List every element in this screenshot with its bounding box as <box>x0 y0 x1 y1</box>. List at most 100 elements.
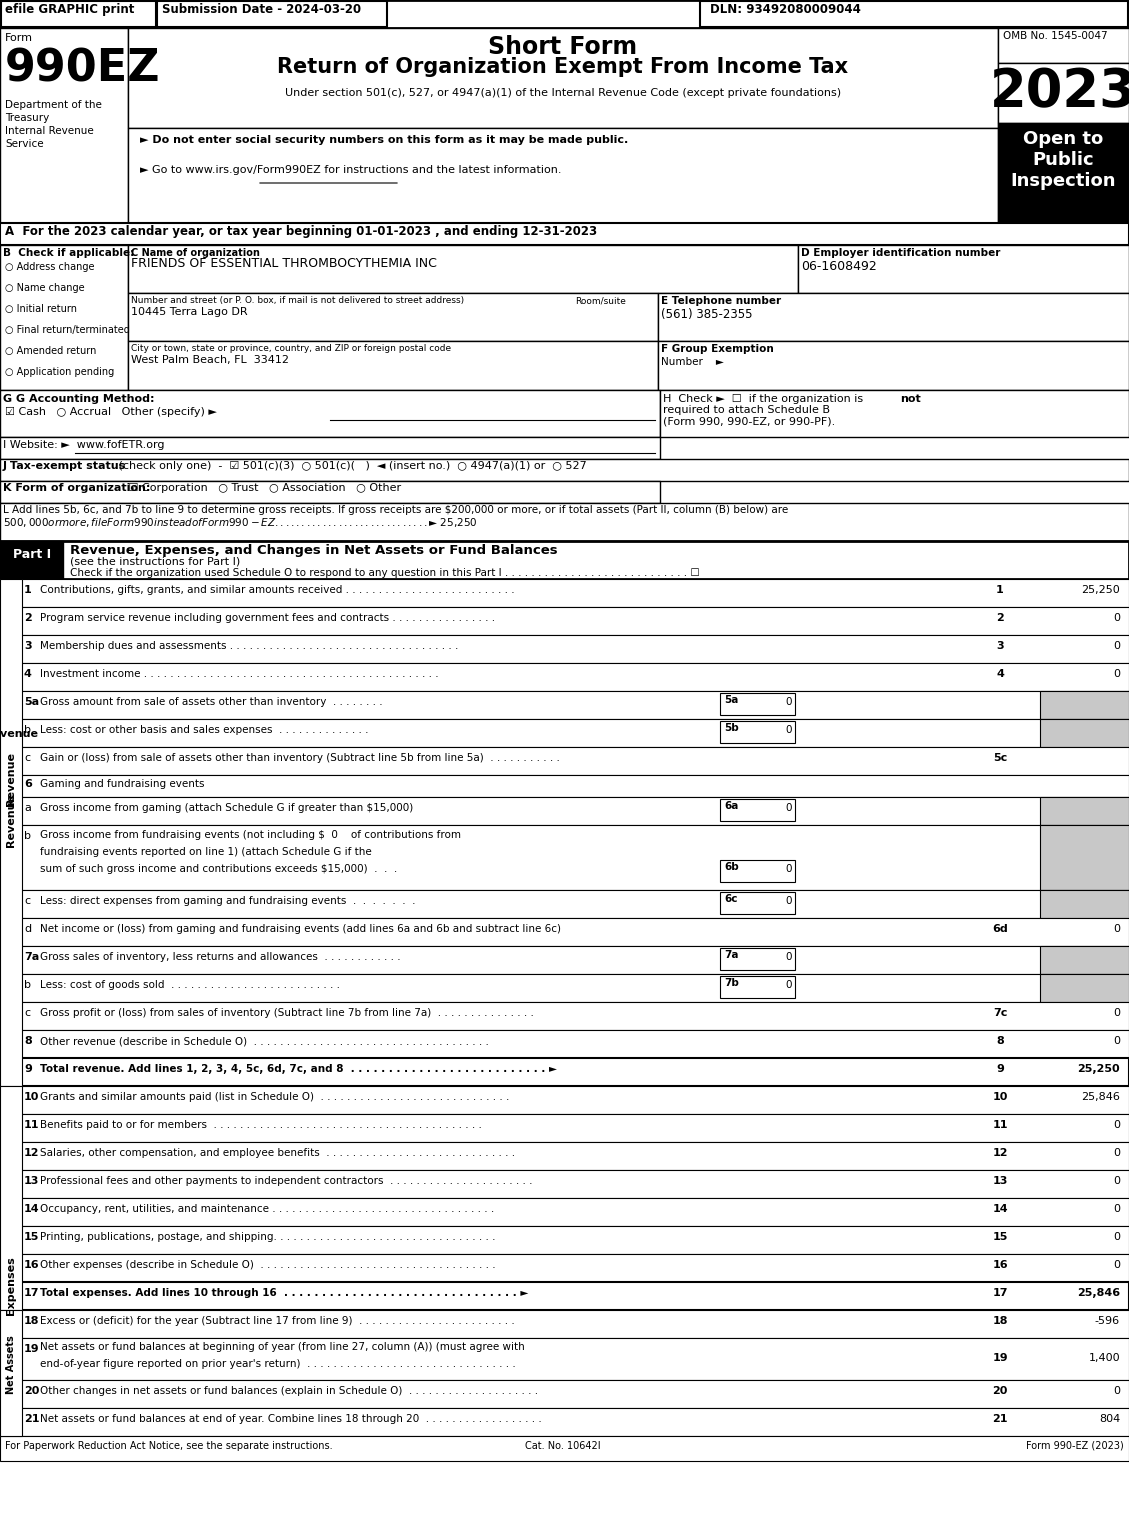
Bar <box>720 892 795 913</box>
Text: 13: 13 <box>24 1176 40 1186</box>
Bar <box>0 1029 1129 1058</box>
Text: Gaming and fundraising events: Gaming and fundraising events <box>40 779 204 788</box>
Text: 11: 11 <box>24 1119 40 1130</box>
Bar <box>0 775 1129 798</box>
Text: 6a: 6a <box>724 801 738 811</box>
Text: FRIENDS OF ESSENTIAL THROMBOCYTHEMIA INC: FRIENDS OF ESSENTIAL THROMBOCYTHEMIA INC <box>131 258 437 270</box>
Bar <box>0 503 1129 541</box>
Bar <box>0 1086 1129 1113</box>
Bar <box>1040 891 1129 918</box>
Text: 0: 0 <box>1113 1232 1120 1241</box>
Text: Under section 501(c), 527, or 4947(a)(1) of the Internal Revenue Code (except pr: Under section 501(c), 527, or 4947(a)(1)… <box>285 88 841 98</box>
Bar <box>0 438 660 459</box>
Text: Gross income from gaming (attach Schedule G if greater than $15,000): Gross income from gaming (attach Schedul… <box>40 804 413 813</box>
Text: 0: 0 <box>1113 640 1120 651</box>
Text: L Add lines 5b, 6c, and 7b to line 9 to determine gross receipts. If gross recei: L Add lines 5b, 6c, and 7b to line 9 to … <box>3 505 788 515</box>
Text: K Form of organization:: K Form of organization: <box>3 483 150 493</box>
Text: 14: 14 <box>992 1205 1008 1214</box>
Text: Gross income from fundraising events (not including $  0    of contributions fro: Gross income from fundraising events (no… <box>40 830 461 840</box>
Text: 2: 2 <box>996 613 1004 624</box>
Text: 10: 10 <box>24 1092 40 1103</box>
Text: 9: 9 <box>996 1064 1004 1074</box>
Text: Net assets or fund balances at end of year. Combine lines 18 through 20  . . . .: Net assets or fund balances at end of ye… <box>40 1414 542 1424</box>
Bar <box>660 390 1129 438</box>
Bar <box>0 891 1129 918</box>
Text: 0: 0 <box>786 897 793 906</box>
Text: Other expenses (describe in Schedule O)  . . . . . . . . . . . . . . . . . . . .: Other expenses (describe in Schedule O) … <box>40 1260 496 1270</box>
Text: 0: 0 <box>1113 1260 1120 1270</box>
Text: Less: cost of goods sold  . . . . . . . . . . . . . . . . . . . . . . . . . .: Less: cost of goods sold . . . . . . . .… <box>40 981 340 990</box>
Text: Benefits paid to or for members  . . . . . . . . . . . . . . . . . . . . . . . .: Benefits paid to or for members . . . . … <box>40 1119 482 1130</box>
Text: J Tax-exempt status: J Tax-exempt status <box>3 461 126 471</box>
Text: 25,846: 25,846 <box>1082 1092 1120 1103</box>
Bar <box>0 1170 1129 1199</box>
Text: C Name of organization: C Name of organization <box>131 249 260 258</box>
Text: 06-1608492: 06-1608492 <box>800 259 877 273</box>
Bar <box>128 246 798 293</box>
Bar <box>0 718 1129 747</box>
Bar <box>128 27 998 128</box>
Text: H  Check ►  ☐  if the organization is: H Check ► ☐ if the organization is <box>663 393 867 404</box>
Text: b: b <box>24 981 30 990</box>
Bar <box>658 293 1129 342</box>
Text: 0: 0 <box>786 981 793 990</box>
Bar <box>998 124 1129 223</box>
Bar <box>0 1226 1129 1254</box>
Bar <box>998 63 1129 124</box>
Bar <box>1040 798 1129 825</box>
Text: 15: 15 <box>992 1232 1008 1241</box>
Text: 9: 9 <box>24 1064 32 1074</box>
Text: 3: 3 <box>24 640 32 651</box>
Bar <box>0 798 1129 825</box>
Text: 6d: 6d <box>992 924 1008 933</box>
Bar <box>0 246 128 390</box>
Bar <box>0 459 1129 480</box>
Bar <box>0 541 63 580</box>
Text: Less: cost or other basis and sales expenses  . . . . . . . . . . . . . .: Less: cost or other basis and sales expe… <box>40 724 368 735</box>
Text: 5a: 5a <box>724 695 738 705</box>
Bar <box>1 2 156 27</box>
Text: 7c: 7c <box>992 1008 1007 1019</box>
Text: c: c <box>24 753 30 762</box>
Text: 5a: 5a <box>24 697 40 708</box>
Bar <box>0 747 1129 775</box>
Text: Total revenue. Add lines 1, 2, 3, 4, 5c, 6d, 7c, and 8  . . . . . . . . . . . . : Total revenue. Add lines 1, 2, 3, 4, 5c,… <box>40 1064 557 1074</box>
Text: required to attach Schedule B: required to attach Schedule B <box>663 406 830 415</box>
Bar <box>0 1142 1129 1170</box>
Text: 25,846: 25,846 <box>1077 1289 1120 1298</box>
Text: 7b: 7b <box>724 978 738 988</box>
Text: 0: 0 <box>786 724 793 735</box>
Text: ► Go to www.irs.gov/Form990EZ for instructions and the latest information.: ► Go to www.irs.gov/Form990EZ for instru… <box>140 165 561 175</box>
Bar <box>128 342 658 390</box>
Bar <box>1040 691 1129 718</box>
Bar <box>720 721 795 743</box>
Bar <box>720 799 795 820</box>
Text: Short Form: Short Form <box>489 35 638 59</box>
Text: Revenue: Revenue <box>6 752 16 807</box>
Text: 0: 0 <box>1113 669 1120 679</box>
Text: B  Check if applicable:: B Check if applicable: <box>3 249 134 258</box>
Bar <box>0 480 660 503</box>
Text: d: d <box>24 924 32 933</box>
Text: -596: -596 <box>1095 1316 1120 1327</box>
Bar <box>0 390 660 438</box>
Bar <box>0 691 1129 718</box>
Bar <box>0 663 1129 691</box>
Bar <box>0 1002 1129 1029</box>
Text: c: c <box>24 897 30 906</box>
Bar <box>0 1337 1129 1380</box>
Text: 21: 21 <box>24 1414 40 1424</box>
Text: 25,250: 25,250 <box>1077 1064 1120 1074</box>
Text: efile GRAPHIC print: efile GRAPHIC print <box>5 3 134 15</box>
Text: Other revenue (describe in Schedule O)  . . . . . . . . . . . . . . . . . . . . : Other revenue (describe in Schedule O) .… <box>40 1035 489 1046</box>
Text: 5b: 5b <box>724 723 738 734</box>
Text: ○ Application pending: ○ Application pending <box>5 368 114 377</box>
Text: 8: 8 <box>24 1035 32 1046</box>
Text: Less: direct expenses from gaming and fundraising events  .  .  .  .  .  .  .: Less: direct expenses from gaming and fu… <box>40 897 415 906</box>
Bar <box>720 976 795 997</box>
Bar <box>0 946 1129 974</box>
Text: ► Do not enter social security numbers on this form as it may be made public.: ► Do not enter social security numbers o… <box>140 136 628 145</box>
Text: 990EZ: 990EZ <box>5 47 160 90</box>
Bar <box>0 1199 1129 1226</box>
Text: 2: 2 <box>24 613 32 624</box>
